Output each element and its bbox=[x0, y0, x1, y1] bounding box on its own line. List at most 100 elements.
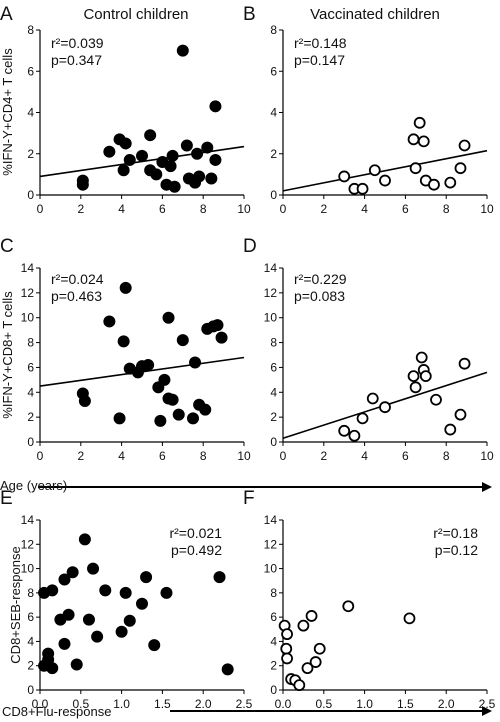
data-point bbox=[42, 647, 55, 660]
y-tick-label: 6 bbox=[27, 610, 34, 624]
y-tick-label: 0 bbox=[270, 683, 277, 697]
y-tick-label: 4 bbox=[270, 634, 277, 648]
data-point bbox=[168, 180, 181, 193]
data-point bbox=[221, 663, 234, 676]
y-axis-label: %IFN-Y+CD4+ T cells bbox=[0, 48, 15, 176]
data-point bbox=[115, 625, 128, 638]
data-point bbox=[78, 394, 91, 407]
y-tick-label: 0 bbox=[270, 188, 277, 202]
y-tick-label: 0 bbox=[27, 435, 34, 449]
data-point bbox=[419, 370, 432, 383]
y-tick-label: 2 bbox=[27, 659, 34, 673]
x-tick-label: 10 bbox=[480, 202, 494, 216]
data-point bbox=[46, 584, 59, 597]
data-point bbox=[191, 147, 204, 160]
data-point bbox=[103, 315, 116, 328]
data-point bbox=[356, 182, 369, 195]
y-tick-label: 12 bbox=[21, 286, 35, 300]
y-tick-label: 14 bbox=[264, 513, 278, 527]
y-tick-label: 0 bbox=[270, 435, 277, 449]
y-tick-label: 6 bbox=[27, 64, 34, 78]
data-point bbox=[366, 392, 379, 405]
data-point bbox=[176, 44, 189, 57]
data-point bbox=[162, 311, 175, 324]
y-tick-label: 14 bbox=[21, 261, 35, 275]
data-point bbox=[454, 408, 467, 421]
x-tick-label: 2.0 bbox=[195, 697, 212, 711]
data-point bbox=[150, 168, 163, 181]
data-point bbox=[58, 573, 71, 586]
y-tick-label: 2 bbox=[27, 410, 34, 424]
r-squared-label: r²=0.021 bbox=[169, 525, 222, 541]
y-tick-label: 2 bbox=[270, 410, 277, 424]
data-point bbox=[205, 172, 218, 185]
data-point bbox=[413, 116, 426, 129]
data-point bbox=[117, 164, 130, 177]
panel-letter: F bbox=[243, 488, 255, 509]
data-point bbox=[458, 357, 471, 370]
y-tick-label: 12 bbox=[21, 537, 35, 551]
panel-c: C 0 2 4 6 8 10 12 14 0 2 4 6 8 10 %IFN-Y+CD8+ T cells r²… bbox=[0, 236, 251, 463]
data-point bbox=[78, 533, 91, 546]
data-point bbox=[356, 412, 369, 425]
panel-letter: E bbox=[0, 488, 13, 509]
panel-letter: A bbox=[0, 4, 13, 25]
data-point bbox=[58, 637, 71, 650]
y-tick-label: 10 bbox=[21, 562, 35, 576]
y-tick-label: 10 bbox=[264, 562, 278, 576]
data-point bbox=[305, 610, 318, 622]
x-tick-label: 2.5 bbox=[479, 697, 496, 711]
data-point bbox=[136, 597, 148, 610]
r-squared-label: r²=0.024 bbox=[51, 271, 104, 287]
x-tick-label: 8 bbox=[443, 202, 450, 216]
data-point bbox=[338, 424, 351, 437]
panel-letter: C bbox=[0, 236, 14, 257]
data-point bbox=[176, 334, 189, 347]
data-point bbox=[123, 614, 136, 627]
data-point bbox=[281, 628, 293, 641]
panels: A 0 2 4 6 8 0 2 4 6 8 10 %IFN-Y+CD4+ T cells r²=0.039… bbox=[0, 4, 496, 711]
x-tick-label: 0 bbox=[280, 449, 287, 463]
data-point bbox=[158, 373, 171, 386]
data-point bbox=[62, 608, 75, 621]
data-point bbox=[403, 612, 416, 625]
data-point bbox=[136, 149, 148, 162]
x-tick-label: 2 bbox=[320, 202, 327, 216]
data-point bbox=[211, 319, 224, 332]
y-tick-label: 4 bbox=[270, 106, 277, 120]
y-tick-label: 8 bbox=[270, 586, 277, 600]
panel-letter: D bbox=[243, 236, 257, 257]
y-axis-label: %IFN-Y+CD8+ T cells bbox=[0, 291, 15, 419]
x-tick-label: 1.0 bbox=[356, 697, 373, 711]
data-point bbox=[82, 613, 95, 626]
data-point bbox=[140, 571, 153, 584]
age-axis-arrow: Age (years) bbox=[0, 478, 492, 493]
data-point bbox=[407, 133, 420, 146]
x-tick-label: 2.5 bbox=[236, 697, 253, 711]
x-tick-label: 0 bbox=[37, 202, 44, 216]
y-tick-label: 8 bbox=[27, 23, 34, 37]
data-point bbox=[368, 164, 381, 177]
p-value-label: p=0.083 bbox=[294, 288, 345, 304]
panel-a: A 0 2 4 6 8 0 2 4 6 8 10 %IFN-Y+CD4+ T cells r²=0.039… bbox=[0, 4, 251, 216]
x-tick-label: 6 bbox=[402, 449, 409, 463]
data-point bbox=[99, 584, 112, 597]
data-point bbox=[379, 401, 391, 414]
x-tick-label: 0.5 bbox=[72, 697, 89, 711]
x-tick-label: 10 bbox=[237, 202, 251, 216]
data-point bbox=[348, 429, 361, 442]
panel-f: F 0 2 4 6 8 10 12 14 0.0 0.5 1.0 1.5 2.0 2.5 r²=0.18p=0… bbox=[243, 488, 496, 711]
data-point bbox=[164, 160, 177, 173]
data-point bbox=[417, 135, 430, 148]
data-point bbox=[123, 153, 136, 166]
data-point bbox=[119, 586, 132, 599]
y-tick-label: 2 bbox=[270, 147, 277, 161]
data-point bbox=[91, 630, 104, 643]
x-tick-label: 2 bbox=[77, 202, 84, 216]
y-tick-label: 6 bbox=[270, 360, 277, 374]
y-tick-label: 8 bbox=[27, 586, 34, 600]
data-point bbox=[209, 100, 222, 113]
x-tick-label: 2 bbox=[77, 449, 84, 463]
data-point bbox=[409, 162, 422, 175]
